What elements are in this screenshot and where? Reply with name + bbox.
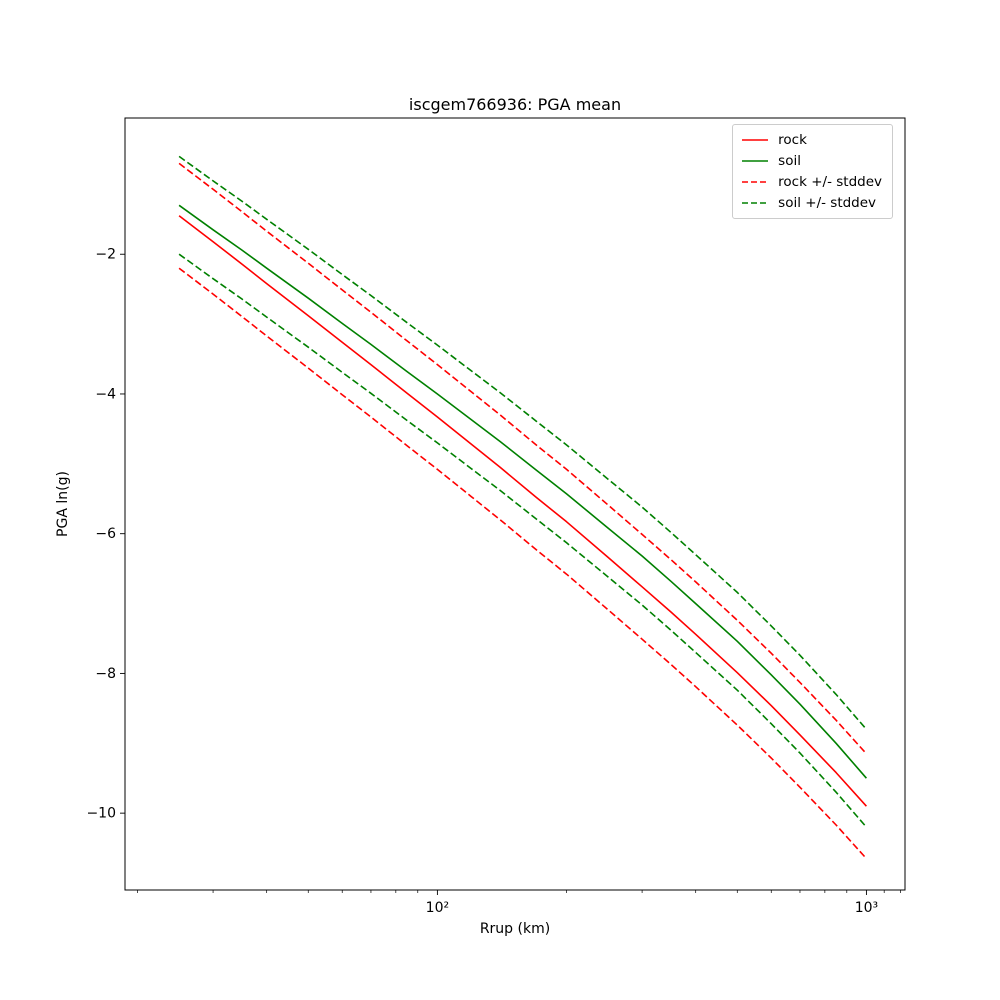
y-tick-label: −2 xyxy=(95,247,116,263)
legend-label-rock-stddev: rock +/- stddev xyxy=(778,174,882,190)
x-tick-label: 10² xyxy=(426,900,449,916)
x-tick-label: 10³ xyxy=(855,900,878,916)
rock-mean-line xyxy=(178,215,867,807)
soil-mean-line xyxy=(178,204,868,779)
soil-plus-stddev-line xyxy=(178,155,868,730)
legend: rock soil rock +/- stddev soil +/- stdde… xyxy=(732,124,893,219)
rock-minus-stddev-line xyxy=(178,267,867,860)
legend-label-rock: rock xyxy=(778,132,807,148)
legend-item-rock: rock xyxy=(741,132,882,148)
legend-item-soil-stddev: soil +/- stddev xyxy=(741,195,882,211)
x-axis-label: Rrup (km) xyxy=(479,921,551,937)
legend-label-soil: soil xyxy=(778,153,801,169)
soil-stddev-line-icon xyxy=(742,202,769,204)
plot-frame xyxy=(124,117,906,891)
rock-stddev-line-icon xyxy=(742,181,769,183)
y-tick-label: −8 xyxy=(95,666,116,682)
chart-title: iscgem766936: PGA mean xyxy=(408,95,622,114)
soil-minus-stddev-line xyxy=(178,253,868,828)
y-tick-label: −6 xyxy=(95,526,116,542)
soil-line-icon xyxy=(742,160,769,162)
y-tick-label: −10 xyxy=(86,806,116,822)
rock-line-icon xyxy=(742,139,769,141)
y-axis-label: PGA ln(g) xyxy=(55,471,71,537)
y-tick-label: −4 xyxy=(95,386,116,402)
rock-plus-stddev-line xyxy=(178,162,867,755)
legend-label-soil-stddev: soil +/- stddev xyxy=(778,195,877,211)
legend-item-soil: soil xyxy=(741,153,882,169)
legend-item-rock-stddev: rock +/- stddev xyxy=(741,174,882,190)
